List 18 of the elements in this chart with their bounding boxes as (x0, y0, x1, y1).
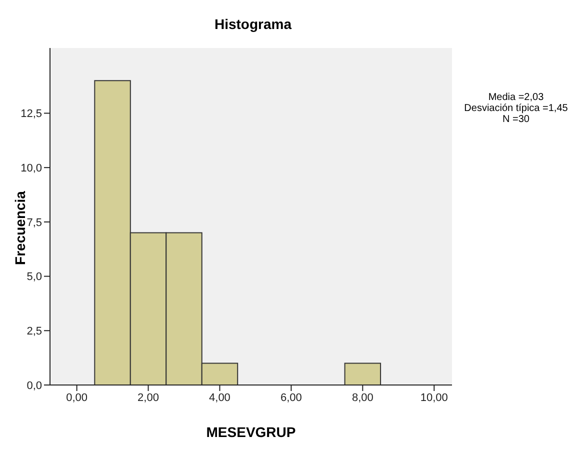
y-tick-label: 2,5 (26, 326, 42, 338)
x-tick-label: 4,00 (209, 392, 230, 404)
y-tick-label: 12,5 (20, 108, 42, 120)
x-tick-label: 6,00 (280, 392, 302, 404)
x-tick-label: 8,00 (352, 392, 374, 404)
y-tick-label: 10,0 (20, 162, 42, 174)
x-tick-label: 2,00 (138, 392, 159, 404)
y-axis-title: Frecuencia (12, 191, 28, 265)
y-tick-label: 5,0 (26, 271, 42, 284)
y-tick-label: 0,0 (26, 380, 42, 392)
x-tick-label: 10,00 (420, 392, 448, 404)
y-tick-label: 7,5 (26, 216, 42, 229)
chart-title: Histograma (213, 16, 293, 32)
text: Media =2,03 (487, 92, 545, 103)
text: Desviación típica =1,45 (463, 103, 569, 114)
x-axis-title: MESEVGRUP (206, 424, 296, 440)
text: N =30 (502, 114, 530, 125)
x-tick-label: 0,00 (66, 392, 88, 404)
